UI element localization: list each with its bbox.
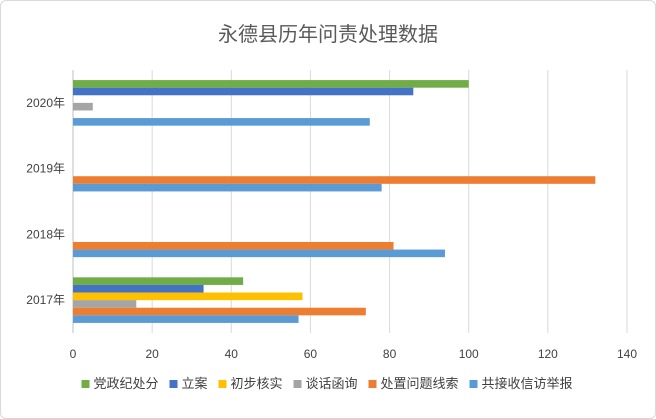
y-tick-label: 2019年 <box>26 162 65 176</box>
x-tick-label: 140 <box>617 347 637 361</box>
bar <box>73 284 204 293</box>
bar <box>73 241 394 250</box>
x-tick-label: 100 <box>459 347 479 361</box>
legend-label: 处置问题线索 <box>381 377 459 392</box>
x-tick-label: 20 <box>145 347 159 361</box>
legend-swatch <box>368 380 377 388</box>
y-tick-label: 2018年 <box>26 227 65 241</box>
legend-swatch <box>169 380 178 388</box>
legend-swatch <box>81 380 90 388</box>
legend-label: 初步核实 <box>231 377 283 392</box>
x-tick-label: 40 <box>225 347 239 361</box>
legend-label: 谈话函询 <box>306 377 358 392</box>
chart-title: 永德县历年问责处理数据 <box>218 22 438 46</box>
y-tick-label: 2020年 <box>26 96 65 110</box>
bar <box>73 102 93 111</box>
x-tick-label: 60 <box>304 347 318 361</box>
x-axis: 0 20 40 60 80 100 120 140 <box>70 347 638 361</box>
y-axis: 2017年 2018年 2019年 2020年 <box>26 96 65 307</box>
x-tick-label: 120 <box>538 347 558 361</box>
bar <box>73 292 303 301</box>
legend-swatch <box>293 380 302 388</box>
legend-swatch <box>218 380 227 388</box>
bar <box>73 87 414 96</box>
x-tick-label: 0 <box>70 347 77 361</box>
x-tick-label: 80 <box>383 347 397 361</box>
bar <box>73 300 137 308</box>
legend: 党政纪处分 立案 初步核实 谈话函询 处置问题线索 共接收信访举报 <box>81 376 573 392</box>
bar <box>73 183 382 192</box>
legend-label: 共接收信访举报 <box>482 376 573 392</box>
bar <box>73 80 469 88</box>
bar <box>73 176 596 184</box>
bar <box>73 277 244 285</box>
bars <box>73 80 596 323</box>
bar <box>73 307 366 316</box>
bar <box>73 315 299 323</box>
bar <box>73 118 370 126</box>
legend-swatch <box>469 380 478 388</box>
bar <box>73 249 445 258</box>
legend-label: 立案 <box>182 377 208 392</box>
legend-label: 党政纪处分 <box>94 377 159 392</box>
y-tick-label: 2017年 <box>26 293 65 307</box>
